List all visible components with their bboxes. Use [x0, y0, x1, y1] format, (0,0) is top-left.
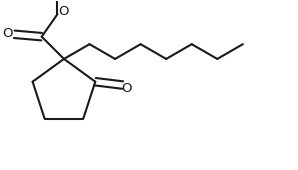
Text: O: O	[58, 5, 69, 18]
Text: O: O	[121, 82, 132, 96]
Text: O: O	[2, 27, 13, 40]
